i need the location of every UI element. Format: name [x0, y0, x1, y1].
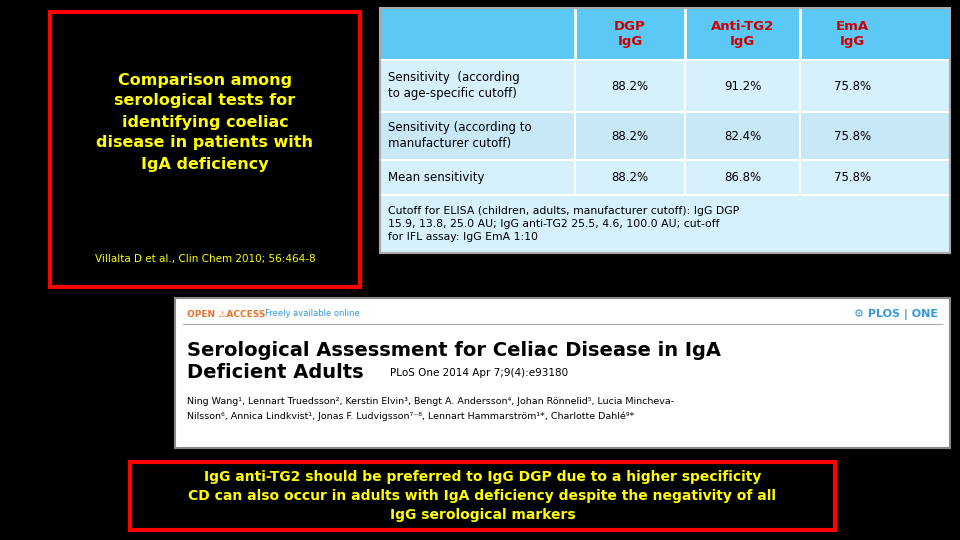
- Text: Sensitivity  (according
to age-specific cutoff): Sensitivity (according to age-specific c…: [388, 71, 519, 100]
- FancyBboxPatch shape: [380, 60, 950, 112]
- Text: 75.8%: 75.8%: [834, 130, 871, 143]
- Text: PLoS One 2014 Apr 7;9(4):e93180: PLoS One 2014 Apr 7;9(4):e93180: [390, 368, 568, 378]
- Text: Deficient Adults: Deficient Adults: [187, 363, 364, 382]
- Text: Cutoff for ELISA (children, adults, manufacturer cutoff): IgG DGP
15.9, 13.8, 25: Cutoff for ELISA (children, adults, manu…: [388, 206, 739, 242]
- Text: 91.2%: 91.2%: [724, 79, 761, 92]
- Text: Ning Wang¹, Lennart Truedsson², Kerstin Elvin³, Bengt A. Andersson⁴, Johan Rönne: Ning Wang¹, Lennart Truedsson², Kerstin …: [187, 396, 674, 406]
- FancyBboxPatch shape: [380, 8, 950, 60]
- Text: Comparison among
serological tests for
identifying coeliac
disease in patients w: Comparison among serological tests for i…: [97, 72, 314, 172]
- Text: Villalta D et al., Clin Chem 2010; 56:464-8: Villalta D et al., Clin Chem 2010; 56:46…: [95, 254, 315, 264]
- Text: Anti-TG2
IgG: Anti-TG2 IgG: [710, 19, 774, 49]
- Text: 88.2%: 88.2%: [612, 130, 649, 143]
- FancyBboxPatch shape: [175, 298, 950, 448]
- FancyBboxPatch shape: [130, 462, 835, 530]
- Text: 88.2%: 88.2%: [612, 79, 649, 92]
- Text: ⚙ PLOS | ONE: ⚙ PLOS | ONE: [854, 308, 938, 320]
- FancyBboxPatch shape: [380, 160, 950, 195]
- Text: 88.2%: 88.2%: [612, 171, 649, 184]
- Text: Sensitivity (according to
manufacturer cutoff): Sensitivity (according to manufacturer c…: [388, 122, 532, 151]
- Text: 75.8%: 75.8%: [834, 79, 871, 92]
- Text: Nilsson⁶, Annica Lindkvist¹, Jonas F. Ludvigsson⁷⁻⁸, Lennart Hammarström¹*, Char: Nilsson⁶, Annica Lindkvist¹, Jonas F. Lu…: [187, 411, 635, 421]
- FancyBboxPatch shape: [380, 112, 950, 160]
- Text: EmA
IgG: EmA IgG: [836, 19, 869, 49]
- FancyBboxPatch shape: [380, 195, 950, 253]
- Text: DGP
IgG: DGP IgG: [614, 19, 646, 49]
- Text: Serological Assessment for Celiac Disease in IgA: Serological Assessment for Celiac Diseas…: [187, 341, 721, 360]
- Text: OPEN ⚠ACCESS: OPEN ⚠ACCESS: [187, 309, 265, 319]
- Text: 86.8%: 86.8%: [724, 171, 761, 184]
- Text: 75.8%: 75.8%: [834, 171, 871, 184]
- Text: Mean sensitivity: Mean sensitivity: [388, 171, 485, 184]
- FancyBboxPatch shape: [50, 12, 360, 287]
- Text: Freely available online: Freely available online: [265, 309, 360, 319]
- Text: IgG anti-TG2 should be preferred to IgG DGP due to a higher specificity
CD can a: IgG anti-TG2 should be preferred to IgG …: [188, 469, 777, 523]
- Text: 82.4%: 82.4%: [724, 130, 761, 143]
